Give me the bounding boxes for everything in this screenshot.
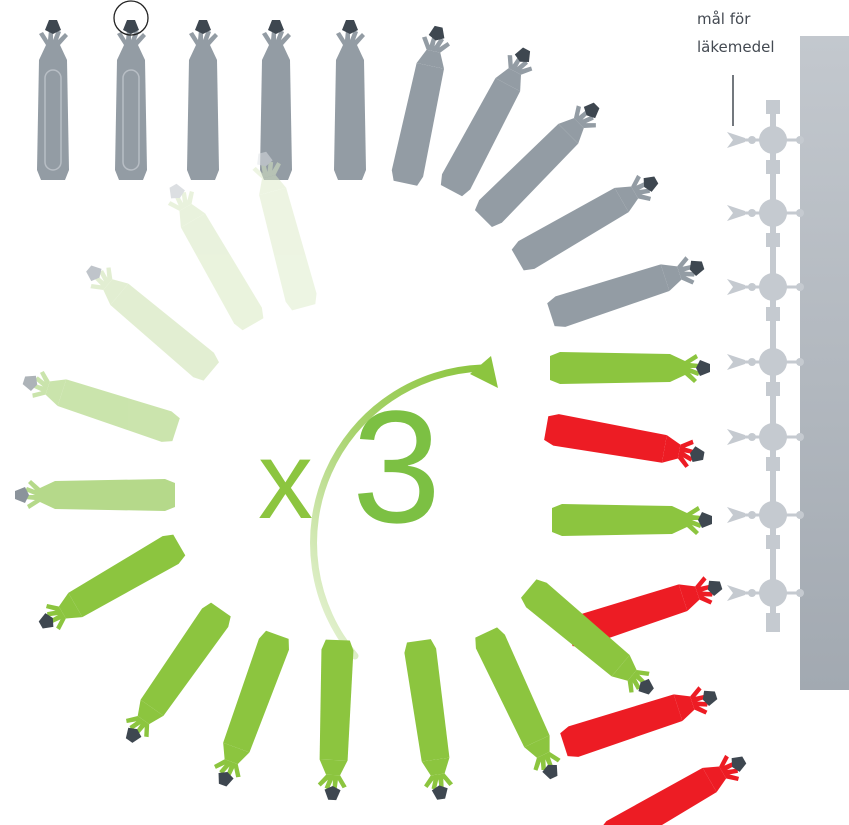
multiplier-prefix: x bbox=[258, 419, 313, 542]
antibody-molecule-icon bbox=[552, 504, 712, 536]
antibody-molecule-icon bbox=[391, 25, 450, 186]
highlight-circle bbox=[113, 0, 149, 36]
antibody-molecule-icon bbox=[86, 265, 219, 381]
antibody-molecule-icon bbox=[511, 174, 659, 271]
target-label-line2: läkemedel bbox=[697, 38, 775, 56]
cycle-arrow-icon bbox=[310, 364, 486, 660]
multiplier-number: 3 bbox=[352, 377, 441, 556]
receptor-icon bbox=[727, 501, 804, 549]
receptor-icon bbox=[727, 423, 804, 471]
antibody-cycle bbox=[15, 20, 747, 825]
antibody-molecule-icon bbox=[317, 639, 354, 801]
receptor-icon bbox=[727, 579, 804, 627]
antibody-molecule-icon bbox=[547, 256, 705, 327]
antibody-molecule-icon bbox=[187, 20, 219, 180]
receptor-icon bbox=[727, 199, 804, 247]
antibody-molecule-icon bbox=[22, 370, 180, 442]
antibody-molecule-icon bbox=[37, 20, 69, 180]
drug-target-receptors bbox=[727, 100, 804, 632]
target-label-line1: mål för bbox=[697, 10, 751, 28]
antibody-molecule-icon bbox=[38, 534, 186, 631]
antibody-molecule-icon bbox=[550, 352, 710, 384]
antibody-molecule-icon bbox=[15, 479, 175, 511]
antibody-molecule-icon bbox=[475, 627, 561, 780]
receptor-icon bbox=[727, 348, 804, 396]
antibody-molecule-icon bbox=[440, 47, 533, 197]
cycle-arrowhead-icon bbox=[470, 356, 498, 388]
antibody-molecule-icon bbox=[125, 602, 231, 743]
antibody-molecule-icon bbox=[252, 151, 317, 311]
antibody-molecule-icon bbox=[560, 686, 718, 757]
receptor-icon bbox=[727, 126, 804, 174]
antibody-molecule-icon bbox=[474, 102, 600, 228]
antibody-molecule-icon bbox=[115, 20, 147, 180]
antibody-molecule-icon bbox=[521, 579, 654, 695]
cell-membrane bbox=[800, 36, 849, 690]
antibody-molecule-icon bbox=[167, 183, 264, 331]
receptor-icon bbox=[727, 273, 804, 321]
antibody-molecule-icon bbox=[599, 754, 747, 825]
antibody-molecule-icon bbox=[544, 414, 705, 468]
antibody-molecule-icon bbox=[260, 20, 292, 180]
antibody-molecule-icon bbox=[214, 630, 289, 787]
antibody-molecule-icon bbox=[334, 20, 366, 180]
antibody-molecule-icon bbox=[404, 639, 454, 800]
